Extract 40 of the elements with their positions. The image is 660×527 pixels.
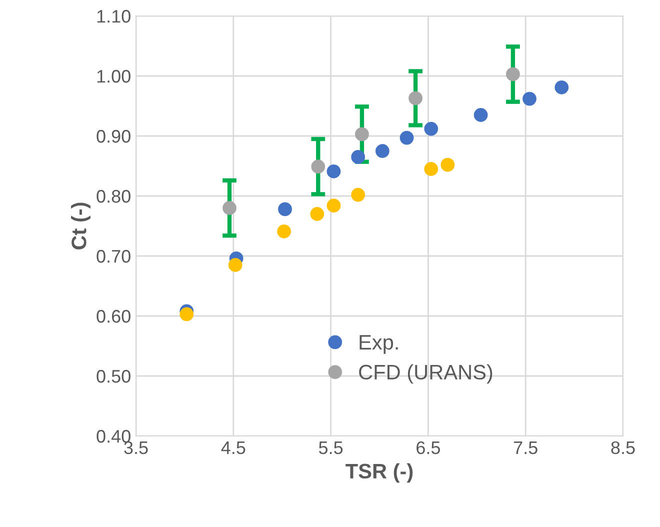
- x-tick-label: 7.5: [514, 442, 538, 454]
- y-axis-title: Ct (-): [71, 202, 90, 250]
- point: [278, 202, 292, 216]
- point: [400, 130, 414, 145]
- point: [326, 198, 341, 213]
- point: [277, 224, 291, 238]
- y-tick-label: 0.60: [96, 310, 130, 323]
- point: [554, 80, 569, 94]
- x-tick-label: 4.5: [221, 442, 246, 454]
- point: [375, 144, 390, 158]
- x-tick-label: 3.5: [124, 441, 148, 454]
- point: [355, 127, 369, 142]
- legend-label: CFD (URANS): [359, 364, 492, 384]
- point: [424, 162, 438, 176]
- point: [228, 258, 242, 272]
- point: [310, 207, 324, 221]
- point: [424, 122, 438, 136]
- x-tick-label: 6.5: [416, 441, 440, 454]
- y-tick-label: 0.80: [96, 190, 130, 203]
- point: [351, 150, 366, 164]
- x-axis-title: TSR (-): [346, 463, 413, 483]
- point: [351, 188, 366, 202]
- x-tick-label: 8.5: [611, 441, 635, 454]
- point: [440, 158, 455, 172]
- point: [522, 92, 536, 106]
- point: [408, 91, 422, 106]
- point: [222, 201, 236, 215]
- x-tick-label: 5.5: [318, 442, 343, 454]
- y-tick-label: 1.10: [97, 10, 130, 23]
- y-tick-label: 0.40: [96, 430, 130, 443]
- y-tick-label: 0.90: [96, 130, 130, 143]
- point: [506, 67, 520, 82]
- point: [474, 108, 488, 122]
- y-tick-label: 0.70: [96, 250, 130, 263]
- point: [311, 160, 326, 174]
- y-tick-label: 0.50: [96, 370, 130, 383]
- point: [180, 307, 194, 322]
- y-tick-label: 1.00: [97, 70, 130, 83]
- legend-label: Exp.: [360, 335, 398, 354]
- point: [326, 164, 341, 178]
